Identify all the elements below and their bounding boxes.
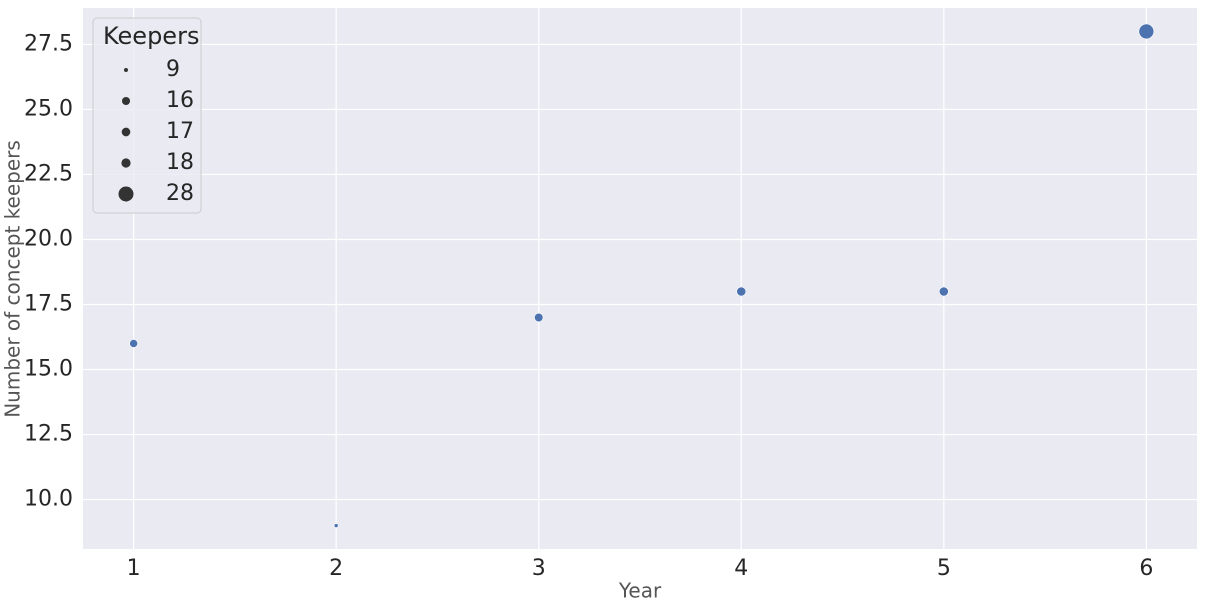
x-axis-label: Year: [618, 579, 662, 603]
legend-label: 18: [166, 150, 194, 175]
x-tick-label: 4: [734, 556, 748, 581]
y-tick-label: 25.0: [24, 96, 73, 121]
legend-marker: [118, 186, 134, 202]
legend-marker: [124, 68, 128, 72]
legend-label: 17: [166, 119, 194, 144]
x-tick-label: 5: [937, 556, 951, 581]
x-tick-label: 2: [329, 556, 343, 581]
point: [534, 312, 544, 323]
point: [736, 286, 747, 297]
legend-box: [92, 17, 202, 214]
point: [129, 339, 138, 348]
legend-marker: [121, 96, 131, 106]
x-tick-label: 6: [1139, 556, 1153, 581]
y-tick-label: 10.0: [24, 487, 73, 512]
y-tick-label: 20.0: [24, 226, 73, 251]
legend-title: Keepers: [103, 22, 199, 50]
point: [333, 523, 339, 528]
y-tick-label: 12.5: [24, 422, 73, 447]
y-axis-label: Number of concept keepers: [1, 140, 25, 418]
legend-label: 28: [166, 181, 194, 206]
y-tick-label: 15.0: [24, 357, 73, 382]
legend-label: 16: [166, 88, 194, 113]
legend-marker: [121, 127, 131, 137]
x-tick-label: 3: [532, 556, 546, 581]
y-tick-label: 27.5: [24, 31, 73, 56]
y-tick-label: 17.5: [24, 292, 73, 317]
legend-marker: [121, 158, 131, 168]
plot-area: [83, 8, 1197, 549]
x-tick-label: 1: [127, 556, 141, 581]
point: [938, 286, 949, 297]
y-tick-label: 22.5: [24, 161, 73, 186]
legend-label: 9: [166, 57, 180, 82]
point: [1138, 23, 1155, 40]
